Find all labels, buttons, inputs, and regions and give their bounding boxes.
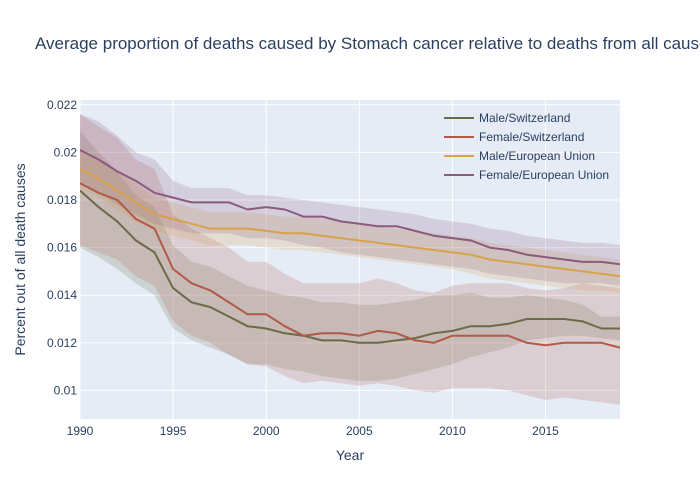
x-tick-label: 2005 [346, 424, 373, 438]
series-line-3 [80, 149, 620, 266]
confidence-bands [80, 114, 620, 405]
series-band-3 [80, 114, 620, 286]
y-tick-label: 0.02 [54, 145, 78, 159]
series-band-0 [80, 130, 620, 381]
legend-label: Female/European Union [479, 168, 609, 182]
y-axis-title: Percent out of all death causes [12, 163, 28, 355]
legend-label: Male/Switzerland [479, 111, 570, 125]
x-axis-ticks: 1990 1995 2000 2005 2010 2015 [67, 424, 560, 438]
series-lines [80, 149, 620, 349]
y-tick-label: 0.016 [47, 241, 77, 255]
series-line-2 [80, 168, 620, 278]
legend-label: Male/European Union [479, 149, 595, 163]
x-axis-title: Year [336, 447, 365, 463]
series-band-2 [80, 150, 620, 293]
plot-area [80, 100, 620, 419]
x-tick-label: 2000 [253, 424, 280, 438]
y-axis-ticks: 0.01 0.012 0.014 0.016 0.018 0.02 0.022 [47, 98, 77, 398]
series-line-1 [80, 182, 620, 349]
x-tick-label: 2015 [532, 424, 559, 438]
x-tick-label: 2010 [439, 424, 466, 438]
legend: Male/Switzerland Female/Switzerland Male/E… [444, 111, 609, 182]
legend-label: Female/Switzerland [479, 130, 584, 144]
y-tick-label: 0.018 [47, 193, 77, 207]
series-line-0 [80, 189, 620, 344]
chart-title: Average proportion of deaths caused by S… [35, 34, 700, 53]
y-tick-label: 0.022 [47, 98, 77, 112]
x-tick-label: 1995 [160, 424, 187, 438]
series-band-1 [80, 114, 620, 405]
y-tick-label: 0.012 [47, 336, 77, 350]
y-tick-label: 0.014 [47, 288, 77, 302]
x-tick-label: 1990 [67, 424, 94, 438]
y-tick-label: 0.01 [54, 383, 78, 397]
